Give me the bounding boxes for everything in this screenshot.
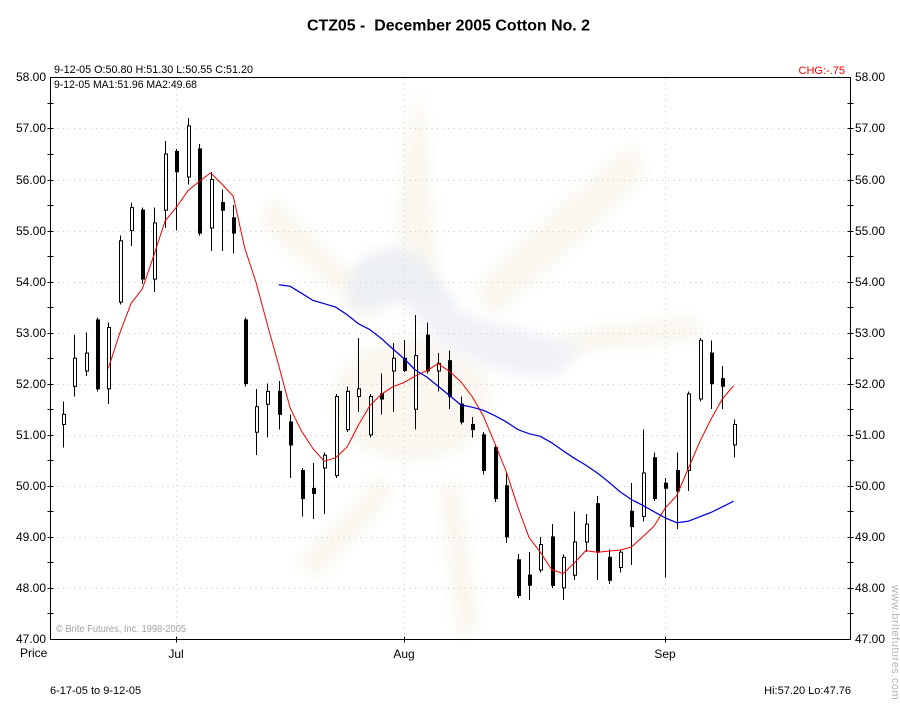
svg-text:49.00: 49.00: [16, 530, 46, 544]
svg-text:9-12-05 O:50.80 H:51.30 L:50.5: 9-12-05 O:50.80 H:51.30 L:50.55 C:51.20: [54, 64, 253, 76]
svg-text:54.00: 54.00: [16, 275, 46, 289]
svg-text:9-12-05 MA1:51.96 MA2:49.68: 9-12-05 MA1:51.96 MA2:49.68: [54, 79, 197, 91]
svg-text:Hi:57.20 Lo:47.76: Hi:57.20 Lo:47.76: [764, 685, 851, 697]
svg-text:56.00: 56.00: [855, 173, 885, 187]
svg-text:55.00: 55.00: [16, 224, 46, 238]
svg-text:54.00: 54.00: [855, 275, 885, 289]
svg-text:53.00: 53.00: [16, 326, 46, 340]
svg-text:50.00: 50.00: [16, 479, 46, 493]
svg-text:53.00: 53.00: [855, 326, 885, 340]
svg-text:56.00: 56.00: [16, 173, 46, 187]
svg-text:Price: Price: [20, 646, 48, 660]
svg-text:51.00: 51.00: [855, 428, 885, 442]
svg-text:55.00: 55.00: [855, 224, 885, 238]
svg-text:Aug: Aug: [393, 647, 414, 661]
svg-text:www.britefutures.com: www.britefutures.com: [889, 584, 900, 700]
svg-text:Jul: Jul: [168, 647, 183, 661]
svg-text:Sep: Sep: [654, 647, 676, 661]
svg-text:58.00: 58.00: [16, 70, 46, 84]
svg-text:52.00: 52.00: [16, 377, 46, 391]
svg-text:51.00: 51.00: [16, 428, 46, 442]
svg-text:© Brite Futures, Inc. 1998-200: © Brite Futures, Inc. 1998-2005: [56, 623, 186, 635]
svg-text:47.00: 47.00: [16, 632, 46, 646]
svg-text:58.00: 58.00: [855, 70, 885, 84]
svg-text:6-17-05 to 9-12-05: 6-17-05 to 9-12-05: [50, 685, 141, 697]
svg-text:48.00: 48.00: [855, 581, 885, 595]
svg-text:57.00: 57.00: [855, 121, 885, 135]
svg-text:49.00: 49.00: [855, 530, 885, 544]
svg-text:48.00: 48.00: [16, 581, 46, 595]
svg-text:CTZ05 - December 2005 Cotton: CTZ05 - December 2005 Cotton No. 2: [307, 18, 590, 35]
svg-text:CHG:-.75: CHG:-.75: [799, 65, 845, 77]
svg-text:50.00: 50.00: [855, 479, 885, 493]
svg-text:47.00: 47.00: [855, 632, 885, 646]
svg-text:52.00: 52.00: [855, 377, 885, 391]
svg-text:57.00: 57.00: [16, 121, 46, 135]
